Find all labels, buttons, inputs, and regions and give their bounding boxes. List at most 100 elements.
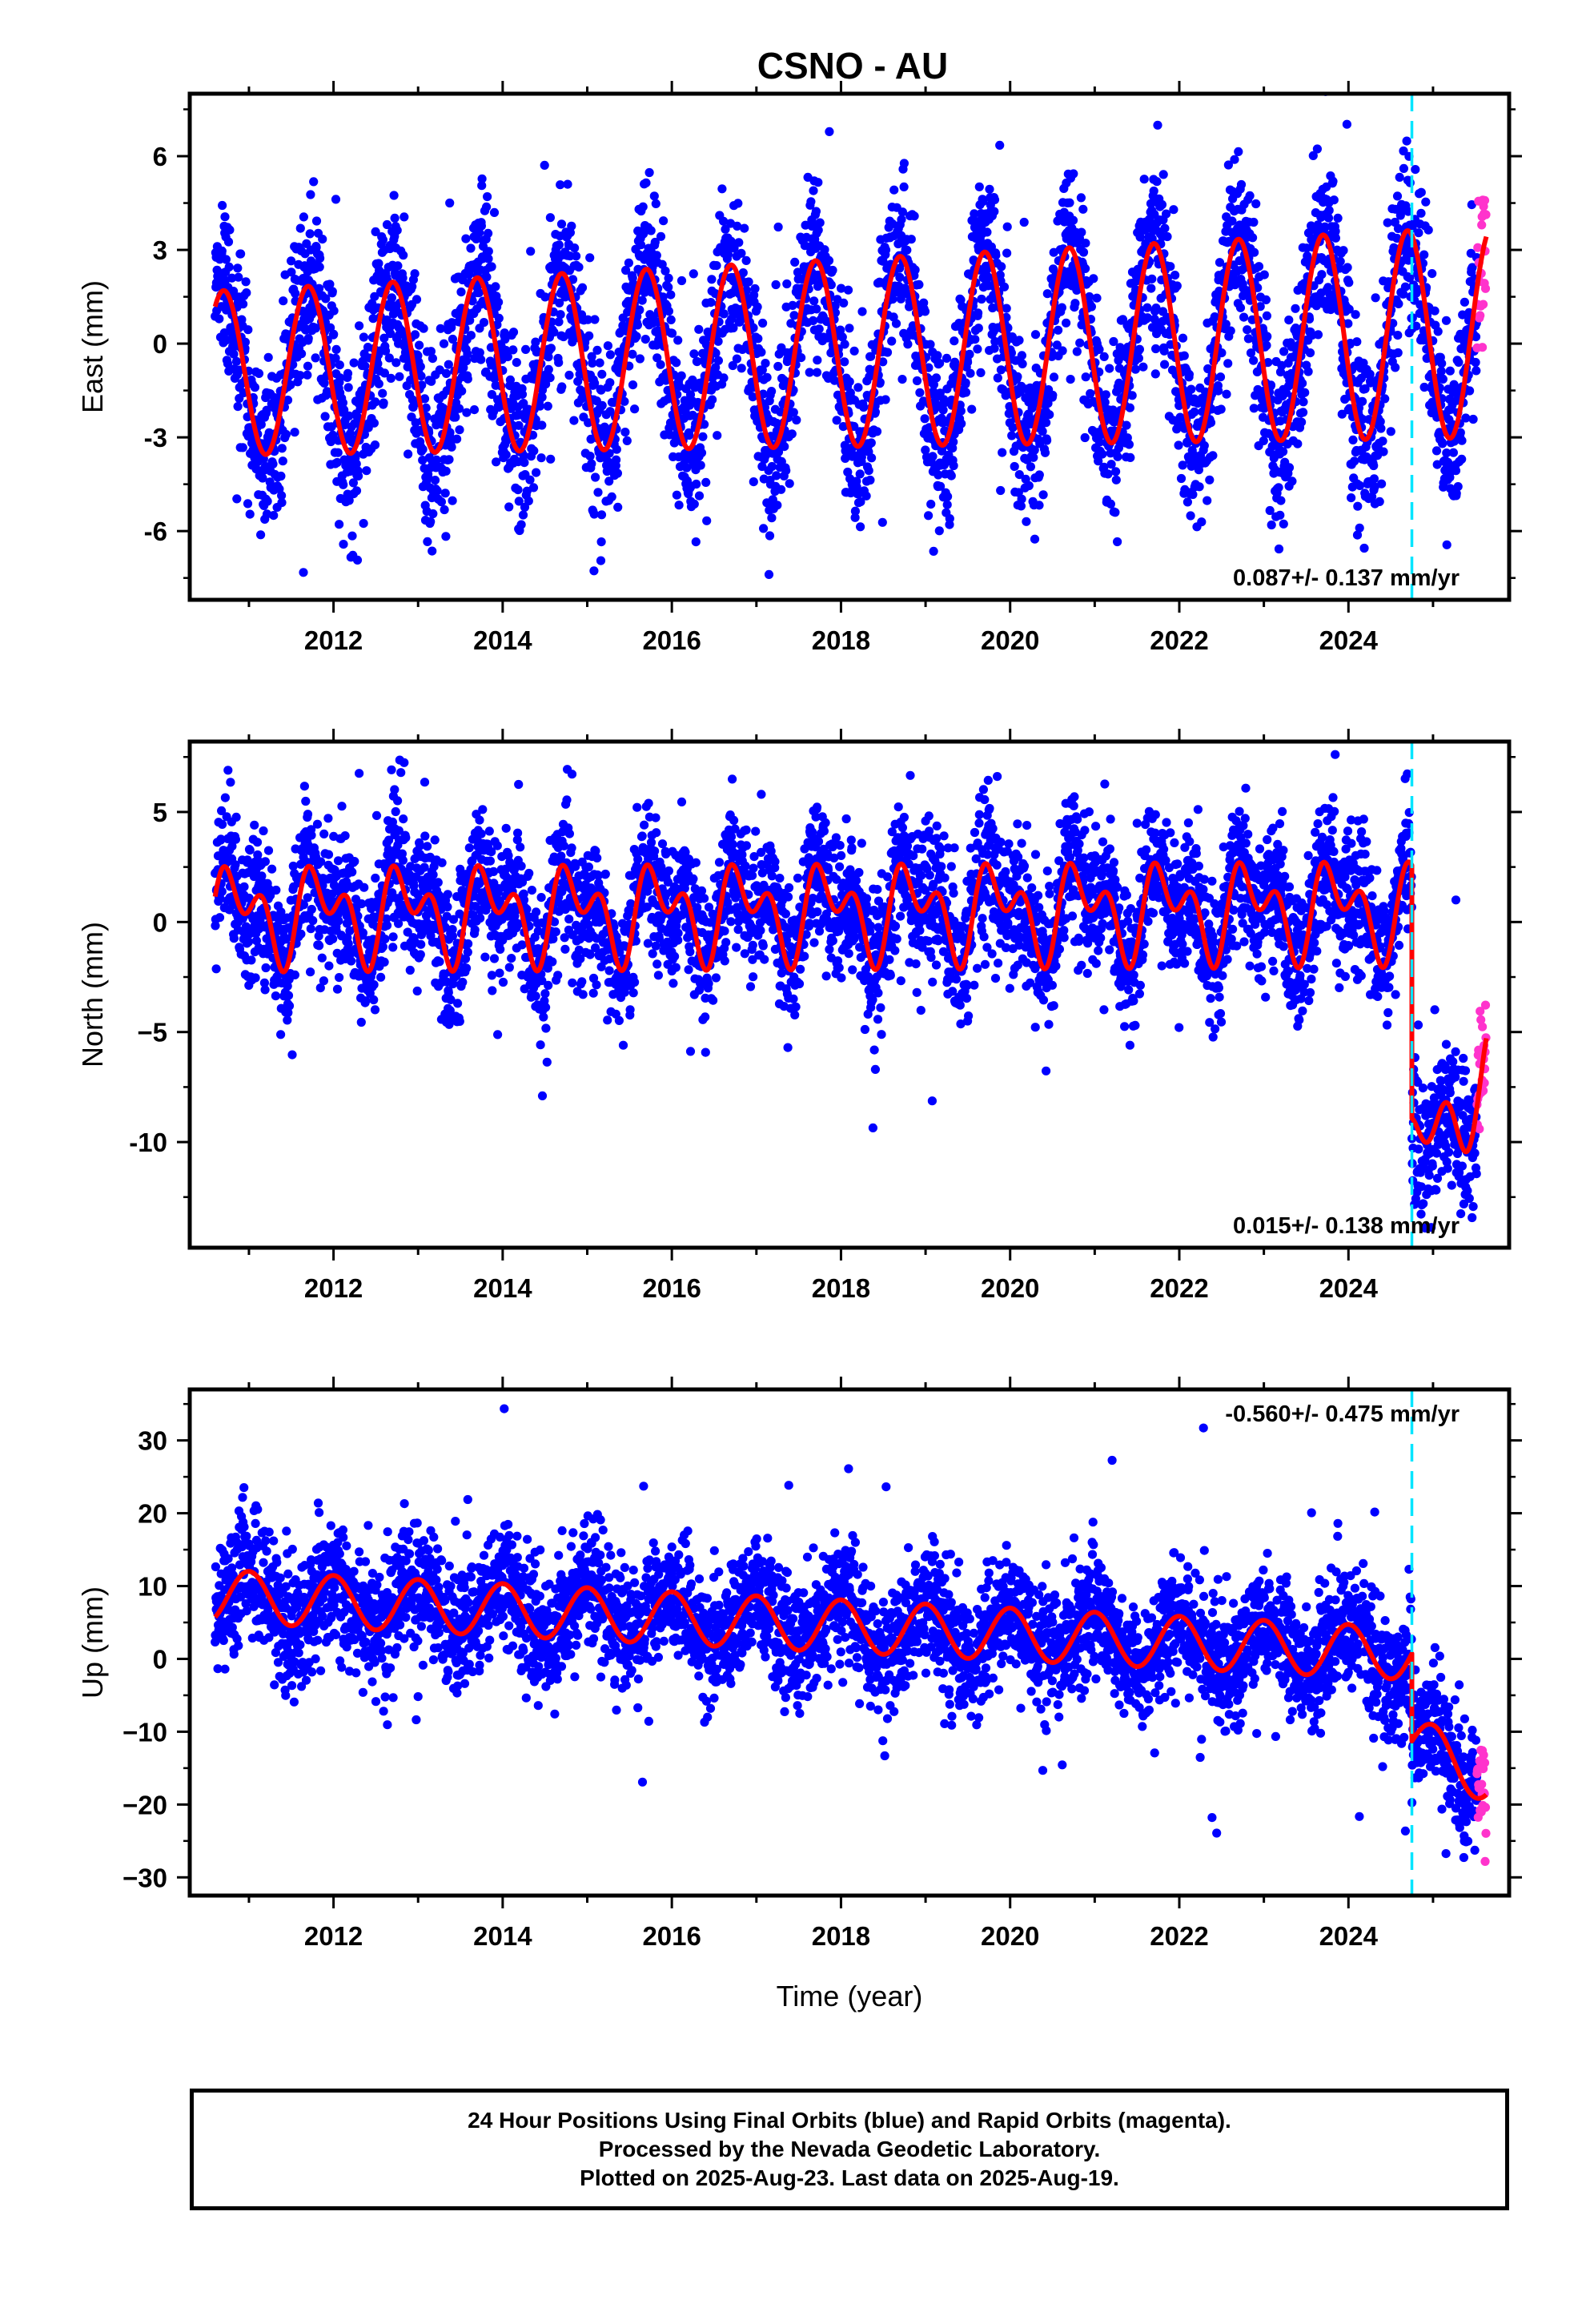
east-x-tick-label: 2012 [304,625,363,655]
east-final-orbit-point [1085,292,1094,302]
east-final-orbit-point [837,283,846,293]
east-final-orbit-point [605,350,616,360]
east-final-orbit-point [427,376,436,386]
east-final-orbit-point [897,207,907,217]
east-final-orbit-point [347,531,357,541]
east-final-orbit-point [928,452,938,461]
north-final-orbit-point [276,1030,286,1039]
north-final-orbit-point [350,857,359,866]
east-final-orbit-point [583,315,592,324]
east-final-orbit-point [426,517,436,526]
east-final-orbit-point [738,268,748,278]
east-final-orbit-point [613,502,623,513]
north-final-orbit-point [355,769,364,778]
east-final-orbit-point [646,226,656,235]
east-final-orbit-point [436,497,447,507]
east-final-orbit-point [447,442,456,452]
east-final-orbit-point [1113,537,1122,547]
east-final-orbit-point [474,288,484,298]
east-final-orbit-point [1094,344,1104,354]
east-final-orbit-point [596,556,606,565]
east-final-orbit-point [1472,366,1481,376]
east-final-orbit-point [1239,312,1249,322]
east-final-orbit-point [491,282,500,292]
east-final-orbit-point [418,456,428,465]
north-final-orbit-point [379,957,389,967]
east-final-orbit-point [777,343,786,352]
east-final-orbit-point [1222,389,1231,399]
east-final-orbit-point [596,510,607,520]
east-final-orbit-point [1457,436,1467,445]
east-final-orbit-point [1113,452,1122,461]
east-final-orbit-point [1147,234,1157,243]
north-final-orbit-point [359,883,369,892]
north-final-orbit-point [272,971,283,981]
east-final-orbit-point [1194,465,1203,475]
east-final-orbit-point [1245,191,1255,200]
east-final-orbit-point [531,337,540,347]
east-final-orbit-point [656,231,666,241]
east-final-orbit-point [1217,348,1227,358]
east-final-orbit-point [1377,479,1387,489]
north-final-orbit-point [307,904,316,915]
east-final-orbit-point [1279,519,1288,529]
east-final-orbit-point [1030,330,1041,340]
east-final-orbit-point [985,184,994,194]
north-final-orbit-point [303,893,312,903]
east-final-orbit-point [508,345,518,355]
east-final-orbit-point [1076,193,1086,203]
east-final-orbit-point [590,315,600,324]
east-final-orbit-point [1160,223,1170,233]
east-final-orbit-point [1230,155,1239,164]
east-x-tick-label: 2020 [981,625,1039,655]
north-final-orbit-point [361,996,371,1006]
east-rapid-orbit-point [1480,283,1491,293]
east-final-orbit-point [839,298,849,308]
east-final-orbit-point [664,307,674,316]
east-final-orbit-point [1251,199,1261,209]
east-final-orbit-point [1147,274,1157,283]
east-final-orbit-point [841,453,850,464]
east-final-orbit-point [1188,489,1198,500]
north-final-orbit-point [307,830,316,840]
east-final-orbit-point [319,378,329,388]
east-final-orbit-point [1184,369,1194,380]
east-final-orbit-point [664,283,673,292]
east-final-orbit-point [628,380,638,390]
east-final-orbit-point [1452,489,1461,498]
east-final-orbit-point [276,471,286,481]
east-final-orbit-point [1352,530,1363,540]
north-final-orbit-point [315,941,324,951]
east-final-orbit-point [773,447,784,457]
east-final-orbit-point [697,448,707,458]
east-x-tick-label: 2022 [1150,625,1208,655]
east-final-orbit-point [588,358,597,368]
east-final-orbit-point [311,216,322,226]
east-final-orbit-point [1199,440,1209,451]
east-final-orbit-point [813,356,822,365]
east-final-orbit-point [737,248,746,258]
east-final-orbit-point [970,209,979,219]
east-final-orbit-point [525,475,535,485]
east-final-orbit-point [1013,372,1022,381]
east-final-orbit-point [462,356,472,366]
east-final-orbit-point [1287,476,1297,486]
east-final-orbit-point [691,537,701,547]
east-final-orbit-point [1216,404,1226,414]
east-final-orbit-point [371,227,380,236]
east-rapid-orbit-point [1481,210,1491,219]
east-final-orbit-point [1049,372,1059,382]
east-final-orbit-point [935,359,945,368]
east-final-orbit-point [217,246,227,255]
east-final-orbit-point [1274,544,1284,554]
east-final-orbit-point [463,349,472,359]
east-final-orbit-point [829,376,839,385]
east-final-orbit-point [1052,340,1062,350]
east-final-orbit-point [689,269,698,279]
east-final-orbit-point [1399,163,1408,173]
east-final-orbit-point [929,546,938,557]
east-final-orbit-point [793,267,803,277]
east-final-orbit-point [554,240,564,250]
east-final-orbit-point [677,371,686,380]
east-final-orbit-point [475,228,484,238]
